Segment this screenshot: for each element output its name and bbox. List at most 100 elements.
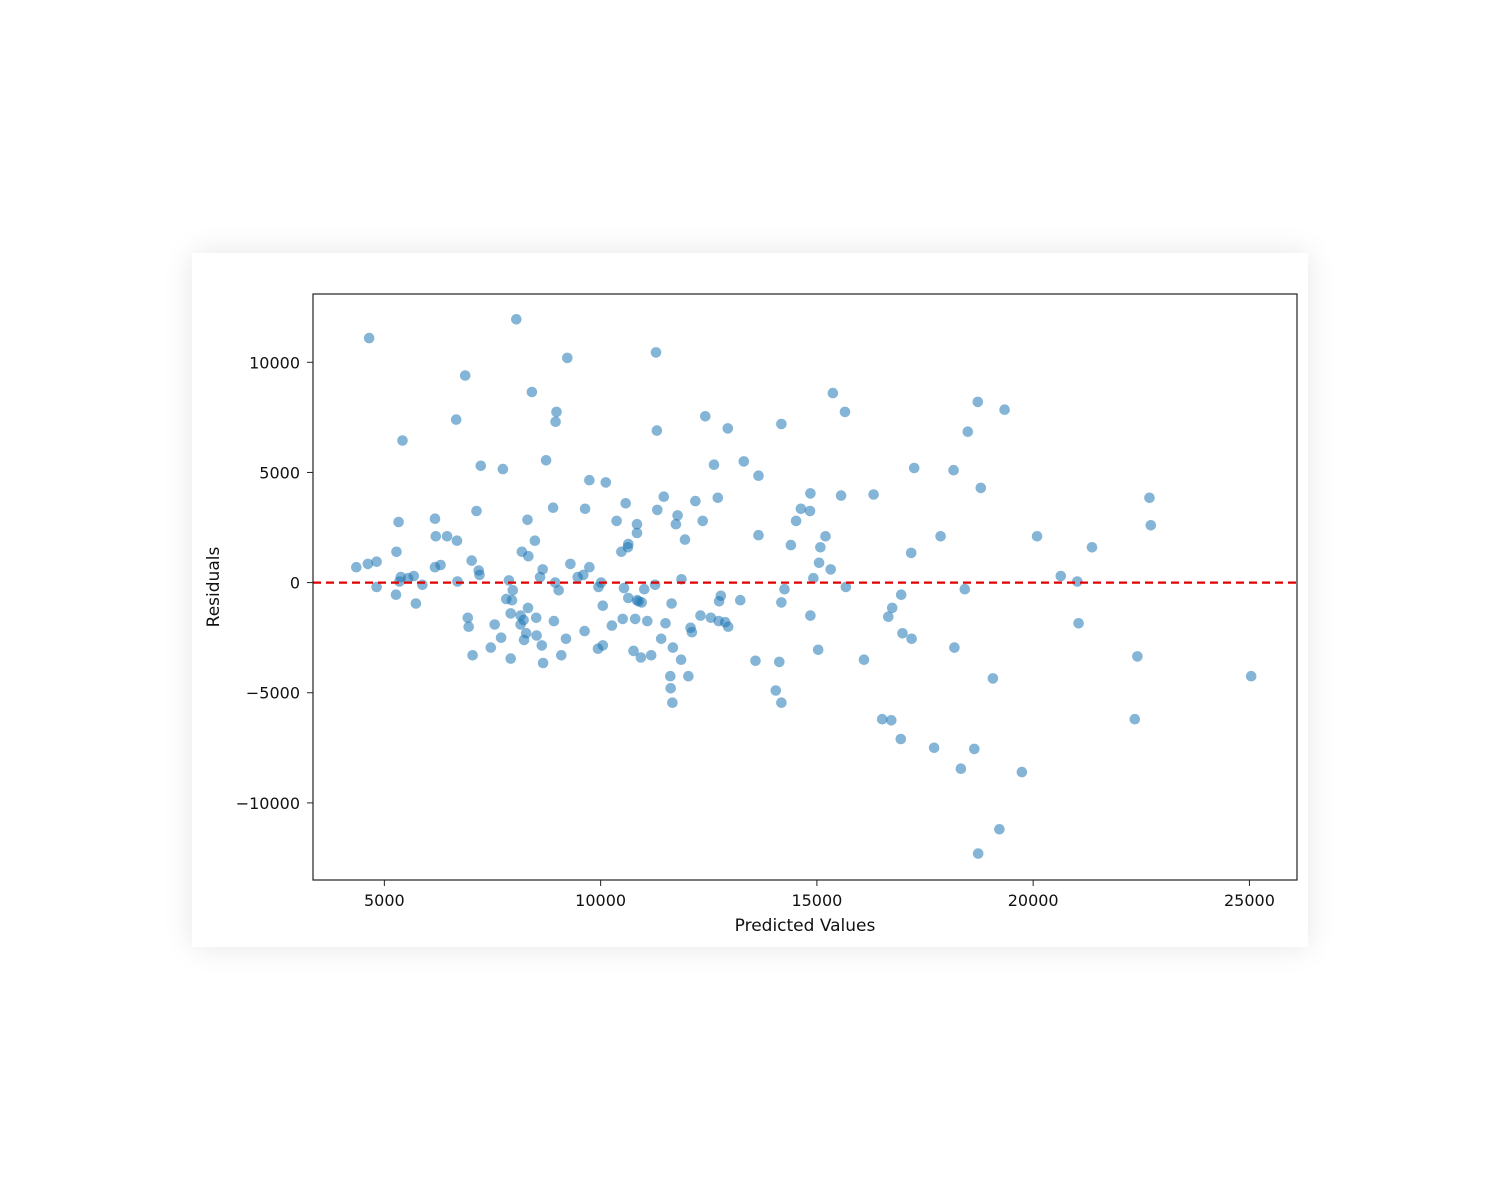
data-point (631, 527, 643, 539)
data-point (667, 697, 678, 708)
x-axis: 5000 10000 15000 20000 25000 (364, 880, 1275, 910)
data-point (667, 642, 679, 653)
data-point (804, 505, 816, 517)
data-point (537, 564, 548, 575)
data-point (658, 491, 670, 502)
data-point (390, 589, 402, 600)
data-point (429, 513, 441, 524)
x-axis-label: Predicted Values (735, 916, 876, 936)
data-point (825, 564, 836, 575)
data-point (994, 824, 1005, 835)
data-point (363, 332, 375, 344)
data-point (551, 406, 562, 418)
data-point (686, 626, 698, 638)
data-point (697, 515, 708, 527)
data-point (738, 456, 750, 467)
data-point (840, 581, 852, 593)
data-point (805, 488, 816, 499)
data-point (1086, 542, 1098, 553)
data-point (975, 482, 987, 494)
data-point (1016, 766, 1028, 778)
data-point (883, 611, 894, 622)
data-point (562, 352, 573, 364)
data-point (651, 425, 663, 436)
data-point (393, 516, 404, 528)
data-point (895, 589, 907, 600)
data-point (750, 655, 761, 667)
data-point (579, 625, 590, 637)
data-point (620, 498, 631, 509)
data-point (835, 490, 847, 501)
data-point (722, 621, 734, 632)
data-point (712, 492, 724, 504)
data-point (547, 502, 559, 513)
data-point (600, 477, 612, 488)
x-tick-label: 5000 (364, 891, 405, 910)
data-point (522, 514, 533, 526)
data-point (417, 579, 428, 591)
data-point (520, 628, 532, 639)
data-point (949, 642, 960, 653)
data-point (556, 650, 567, 661)
data-point (636, 597, 647, 608)
data-point (429, 561, 441, 573)
data-point (474, 569, 485, 581)
data-point (779, 583, 790, 595)
data-point (700, 411, 711, 422)
data-point (618, 582, 630, 594)
data-point (908, 462, 920, 474)
data-point (645, 650, 657, 661)
data-point (690, 495, 701, 507)
data-point (753, 529, 764, 541)
data-point (565, 558, 576, 570)
data-point (467, 650, 478, 661)
data-point (665, 683, 676, 694)
data-point (459, 370, 471, 381)
chart-card: 5000 10000 15000 20000 25000 10000 5000 0 −5000… (192, 253, 1308, 947)
data-point (1144, 492, 1155, 504)
data-point (471, 505, 482, 517)
y-tick-label: 5000 (259, 463, 300, 482)
data-point (475, 460, 487, 472)
y-axis: 10000 5000 0 −5000 −10000 (236, 353, 313, 813)
data-point (441, 531, 453, 542)
data-point (639, 583, 650, 595)
data-point (785, 539, 797, 551)
data-point (611, 515, 622, 527)
data-point (466, 555, 478, 566)
data-point (511, 314, 522, 325)
data-point (523, 550, 534, 562)
data-point (897, 628, 908, 639)
data-point (672, 510, 683, 521)
data-point (351, 561, 362, 573)
data-point (906, 633, 917, 645)
data-point (812, 644, 824, 656)
data-point (774, 656, 785, 668)
data-point (695, 610, 706, 621)
data-point (536, 640, 548, 651)
data-point (537, 657, 549, 669)
data-point (462, 612, 474, 624)
data-point (617, 613, 628, 625)
data-point (430, 531, 442, 542)
data-point (503, 575, 515, 586)
data-point (597, 600, 609, 611)
residual-scatter-chart: 5000 10000 15000 20000 25000 10000 5000 0 −5000… (204, 293, 1298, 936)
data-point (868, 489, 879, 500)
data-point (531, 630, 542, 641)
data-point (548, 615, 560, 627)
data-point (962, 426, 974, 437)
data-point (623, 538, 634, 550)
data-point (839, 406, 851, 418)
data-point (1145, 520, 1157, 531)
data-point (670, 518, 682, 530)
data-point (805, 610, 816, 621)
data-point (722, 423, 734, 434)
data-point (394, 576, 405, 587)
data-point (1031, 531, 1043, 542)
data-point (649, 579, 661, 591)
x-tick-label: 10000 (575, 891, 626, 910)
data-point (969, 743, 980, 755)
data-point (1072, 576, 1083, 587)
data-point (540, 455, 552, 466)
